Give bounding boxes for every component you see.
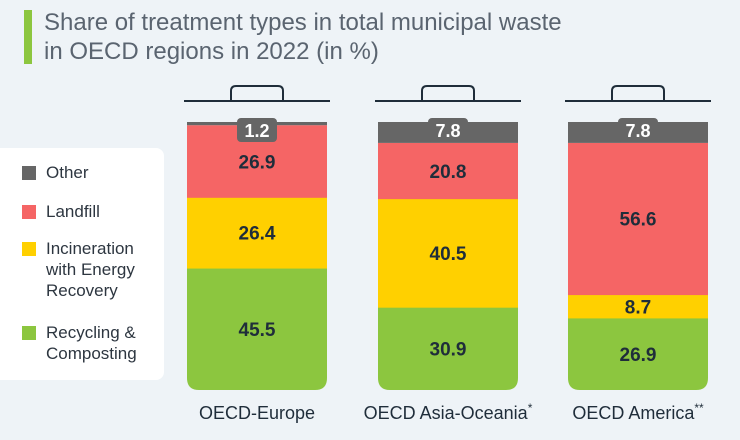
legend-swatch-recycling [22,326,36,340]
bin-segments [378,122,518,390]
data-label-bg-other-oecd-america [618,118,658,142]
bar-recycling-composting-oecd-america [568,317,708,390]
bin-lid-handle-icon [611,85,665,101]
category-label-text: OECD Asia-Oceania [364,403,529,423]
legend-swatch-incineration [22,242,36,256]
category-label-oecd-america: OECD America** [572,401,704,423]
bar-incineration-with-energy-recovery-oecd-asia-oceania [378,198,518,308]
chart-title-line-1: Share of treatment types in total munici… [44,9,562,36]
data-label-landfill-oecd-europe: 26.9 [239,152,276,173]
data-label-recycling-composting-oecd-europe: 45.5 [239,320,276,341]
data-label-bg-other-oecd-asia-oceania [428,118,468,142]
data-label-incineration-with-energy-recovery-oecd-asia-oceania: 40.5 [430,244,467,265]
chart-legend: Other Landfill Incineration with Energy … [0,148,164,380]
category-label-oecd-europe: OECD-Europe [199,403,315,423]
bar-incineration-with-energy-recovery-oecd-america [568,294,708,319]
chart-title-line-2: in OECD regions in 2022 (in %) [44,38,379,65]
data-label-incineration-with-energy-recovery-oecd-europe: 26.4 [239,224,276,245]
bin-oecd-europe: 45.5 26.4 26.9 1.2 OECD-Europe [184,85,330,423]
title-accent-bar [24,10,32,64]
legend-label-other: Other [46,163,89,182]
data-label-incineration-with-energy-recovery-oecd-america: 8.7 [625,297,651,318]
category-label-text: OECD America [572,403,695,423]
bin-lid-handle-icon [230,85,284,101]
legend-swatch-landfill [22,205,36,219]
bar-recycling-composting-oecd-asia-oceania [378,307,518,390]
legend-label-recycling: Recycling & Composting [46,323,137,363]
data-label-recycling-composting-oecd-asia-oceania: 30.9 [430,340,467,361]
data-label-other-oecd-america: 7.8 [625,121,650,141]
data-label-other-oecd-asia-oceania: 7.8 [435,121,460,141]
data-label-landfill-oecd-america: 56.6 [620,210,657,231]
bar-landfill-oecd-asia-oceania [378,142,518,200]
category-label-oecd-asia-oceania: OECD Asia-Oceania* [364,401,533,423]
data-label-other-oecd-europe: 1.2 [244,121,269,141]
legend-swatch-other [22,166,36,180]
data-label-bg-other-oecd-europe [237,118,277,142]
bar-incineration-with-energy-recovery-oecd-europe [187,197,327,269]
legend-label-landfill: Landfill [46,202,100,221]
bin-oecd-america: 26.9 8.7 56.6 7.8 OECD America** [565,85,711,423]
bin-segments [568,122,708,390]
bin-lid-handle-icon [421,85,475,101]
chart-title: Share of treatment types in total munici… [44,8,724,66]
bar-recycling-composting-oecd-europe [187,268,327,390]
category-footnote-mark: * [528,401,533,415]
data-label-recycling-composting-oecd-america: 26.9 [620,345,657,366]
bin-oecd-asia-oceania: 30.9 40.5 20.8 7.8 OECD Asia-Oceania* [364,85,533,423]
data-label-landfill-oecd-asia-oceania: 20.8 [430,162,467,183]
category-footnote-mark: ** [694,401,704,415]
category-label-text: OECD-Europe [199,403,315,423]
legend-label-incineration: Incineration with Energy Recovery [46,239,135,300]
bar-landfill-oecd-america [568,142,708,296]
